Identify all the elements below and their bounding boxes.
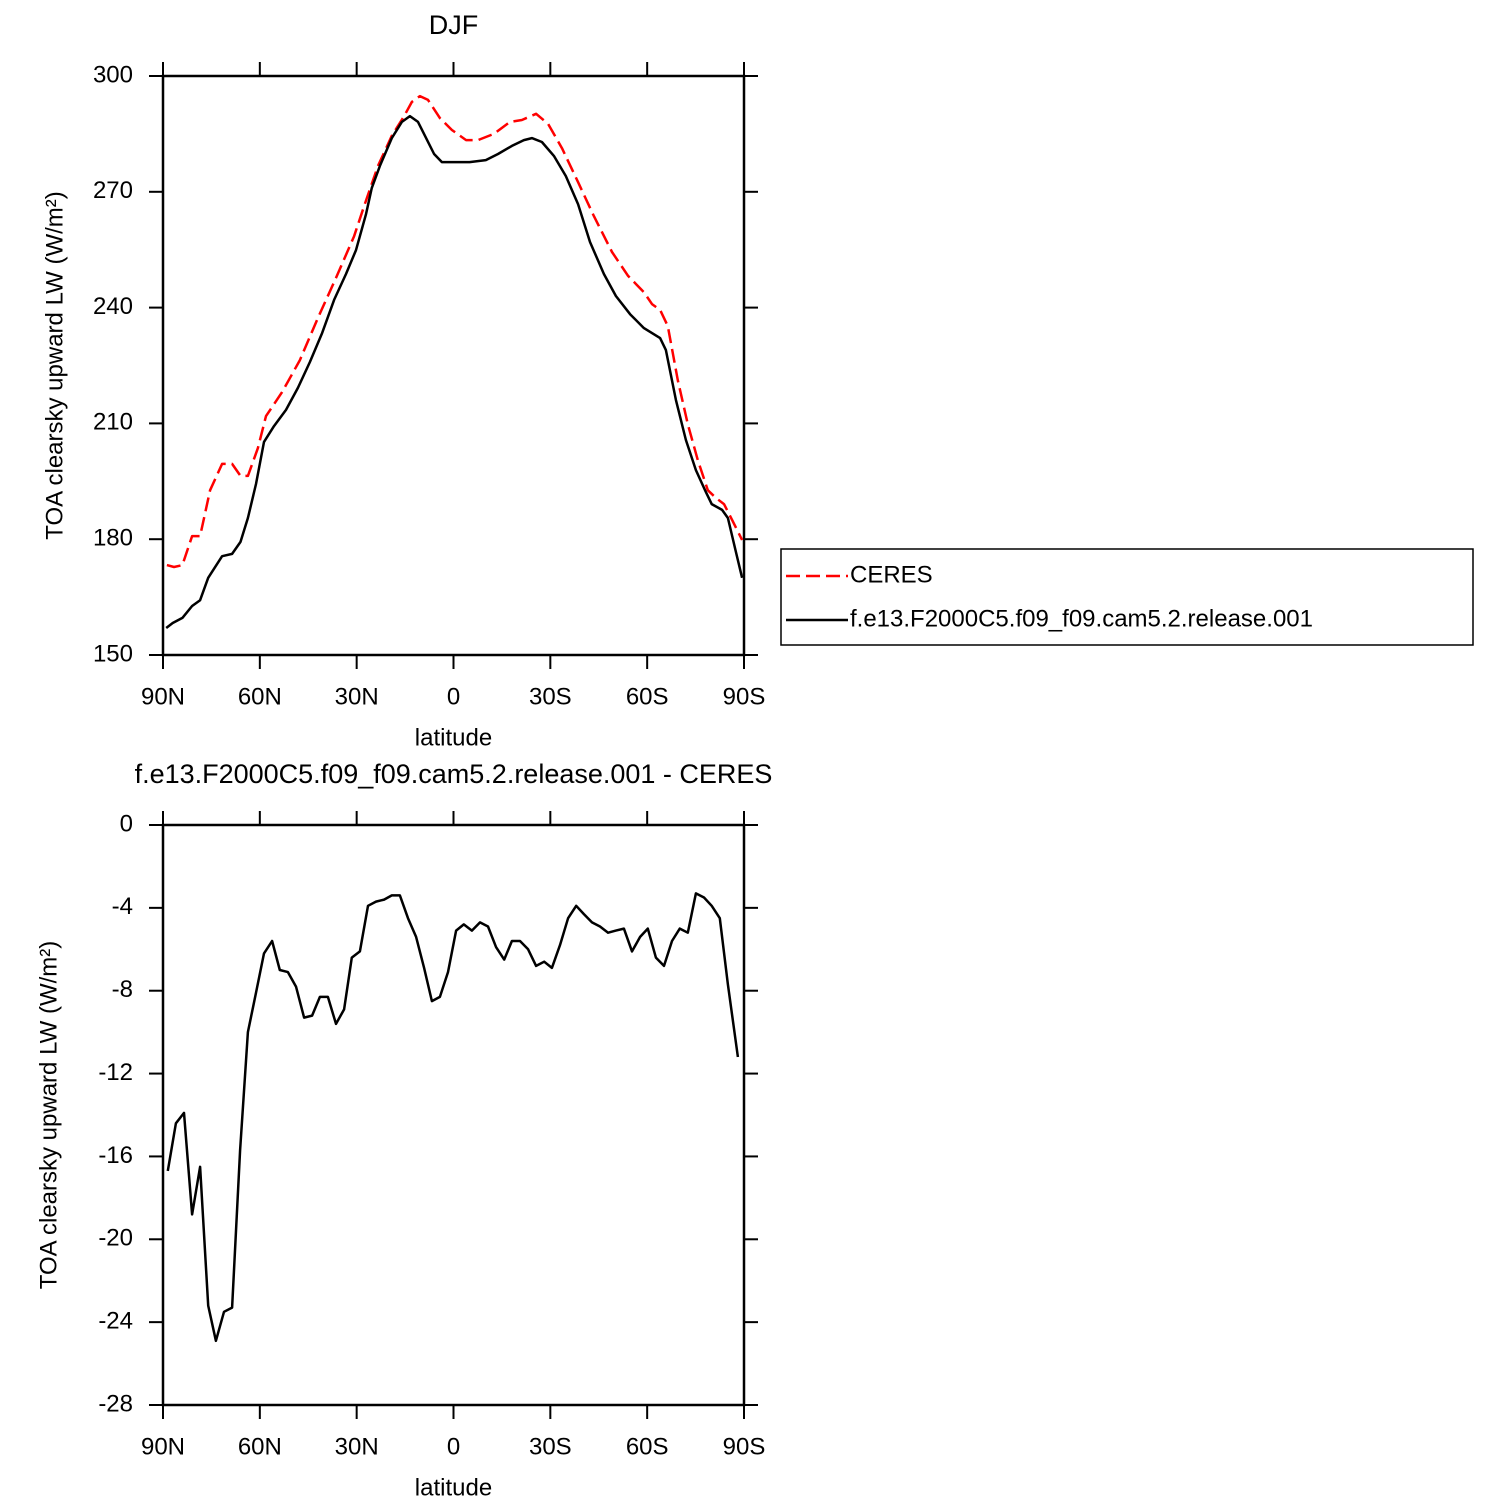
- y-tick-label: 270: [93, 177, 133, 204]
- data-line: [166, 94, 744, 569]
- x-tick-label: 90S: [723, 1433, 766, 1460]
- y-tick-label: 180: [93, 525, 133, 552]
- legend-box: [780, 548, 1474, 646]
- y-tick-label: 240: [93, 293, 133, 320]
- y-tick-label: -4: [112, 893, 133, 920]
- y-tick-label: 210: [93, 409, 133, 436]
- x-tick-label: 90N: [141, 1433, 185, 1460]
- x-tick-label: 30S: [529, 1433, 572, 1460]
- y-tick-label: 300: [93, 61, 133, 88]
- y-tick-label: -28: [98, 1390, 133, 1417]
- legend-label: CERES: [850, 561, 933, 588]
- y-tick-label: -24: [98, 1307, 133, 1334]
- y-tick-label: 0: [120, 810, 133, 837]
- x-tick-label: 0: [447, 1433, 460, 1460]
- chart-title: DJF: [429, 10, 479, 40]
- x-axis-label: latitude: [415, 1474, 492, 1501]
- y-axis-label: TOA clearsky upward LW (W/m²): [35, 941, 62, 1290]
- x-tick-label: 30N: [335, 1433, 379, 1460]
- data-line: [165, 114, 744, 629]
- x-tick-label: 60S: [626, 683, 669, 710]
- x-tick-label: 60N: [238, 1433, 282, 1460]
- y-tick-label: -12: [98, 1059, 133, 1086]
- chart-title: f.e13.F2000C5.f09_f09.cam5.2.release.001…: [135, 759, 773, 789]
- legend-label: f.e13.F2000C5.f09_f09.cam5.2.release.001: [850, 605, 1313, 632]
- x-tick-label: 90N: [141, 683, 185, 710]
- x-tick-label: 30N: [335, 683, 379, 710]
- x-tick-label: 30S: [529, 683, 572, 710]
- x-tick-label: 60N: [238, 683, 282, 710]
- y-tick-label: -16: [98, 1142, 133, 1169]
- y-axis-label: TOA clearsky upward LW (W/m²): [41, 191, 68, 540]
- y-tick-label: 150: [93, 640, 133, 667]
- y-tick-label: -20: [98, 1225, 133, 1252]
- y-tick-label: -8: [112, 976, 133, 1003]
- plot-frame: [161, 823, 746, 1407]
- x-tick-label: 90S: [723, 683, 766, 710]
- x-tick-label: 60S: [626, 1433, 669, 1460]
- x-axis-label: latitude: [415, 724, 492, 751]
- x-tick-label: 0: [447, 683, 460, 710]
- data-line: [166, 892, 740, 1343]
